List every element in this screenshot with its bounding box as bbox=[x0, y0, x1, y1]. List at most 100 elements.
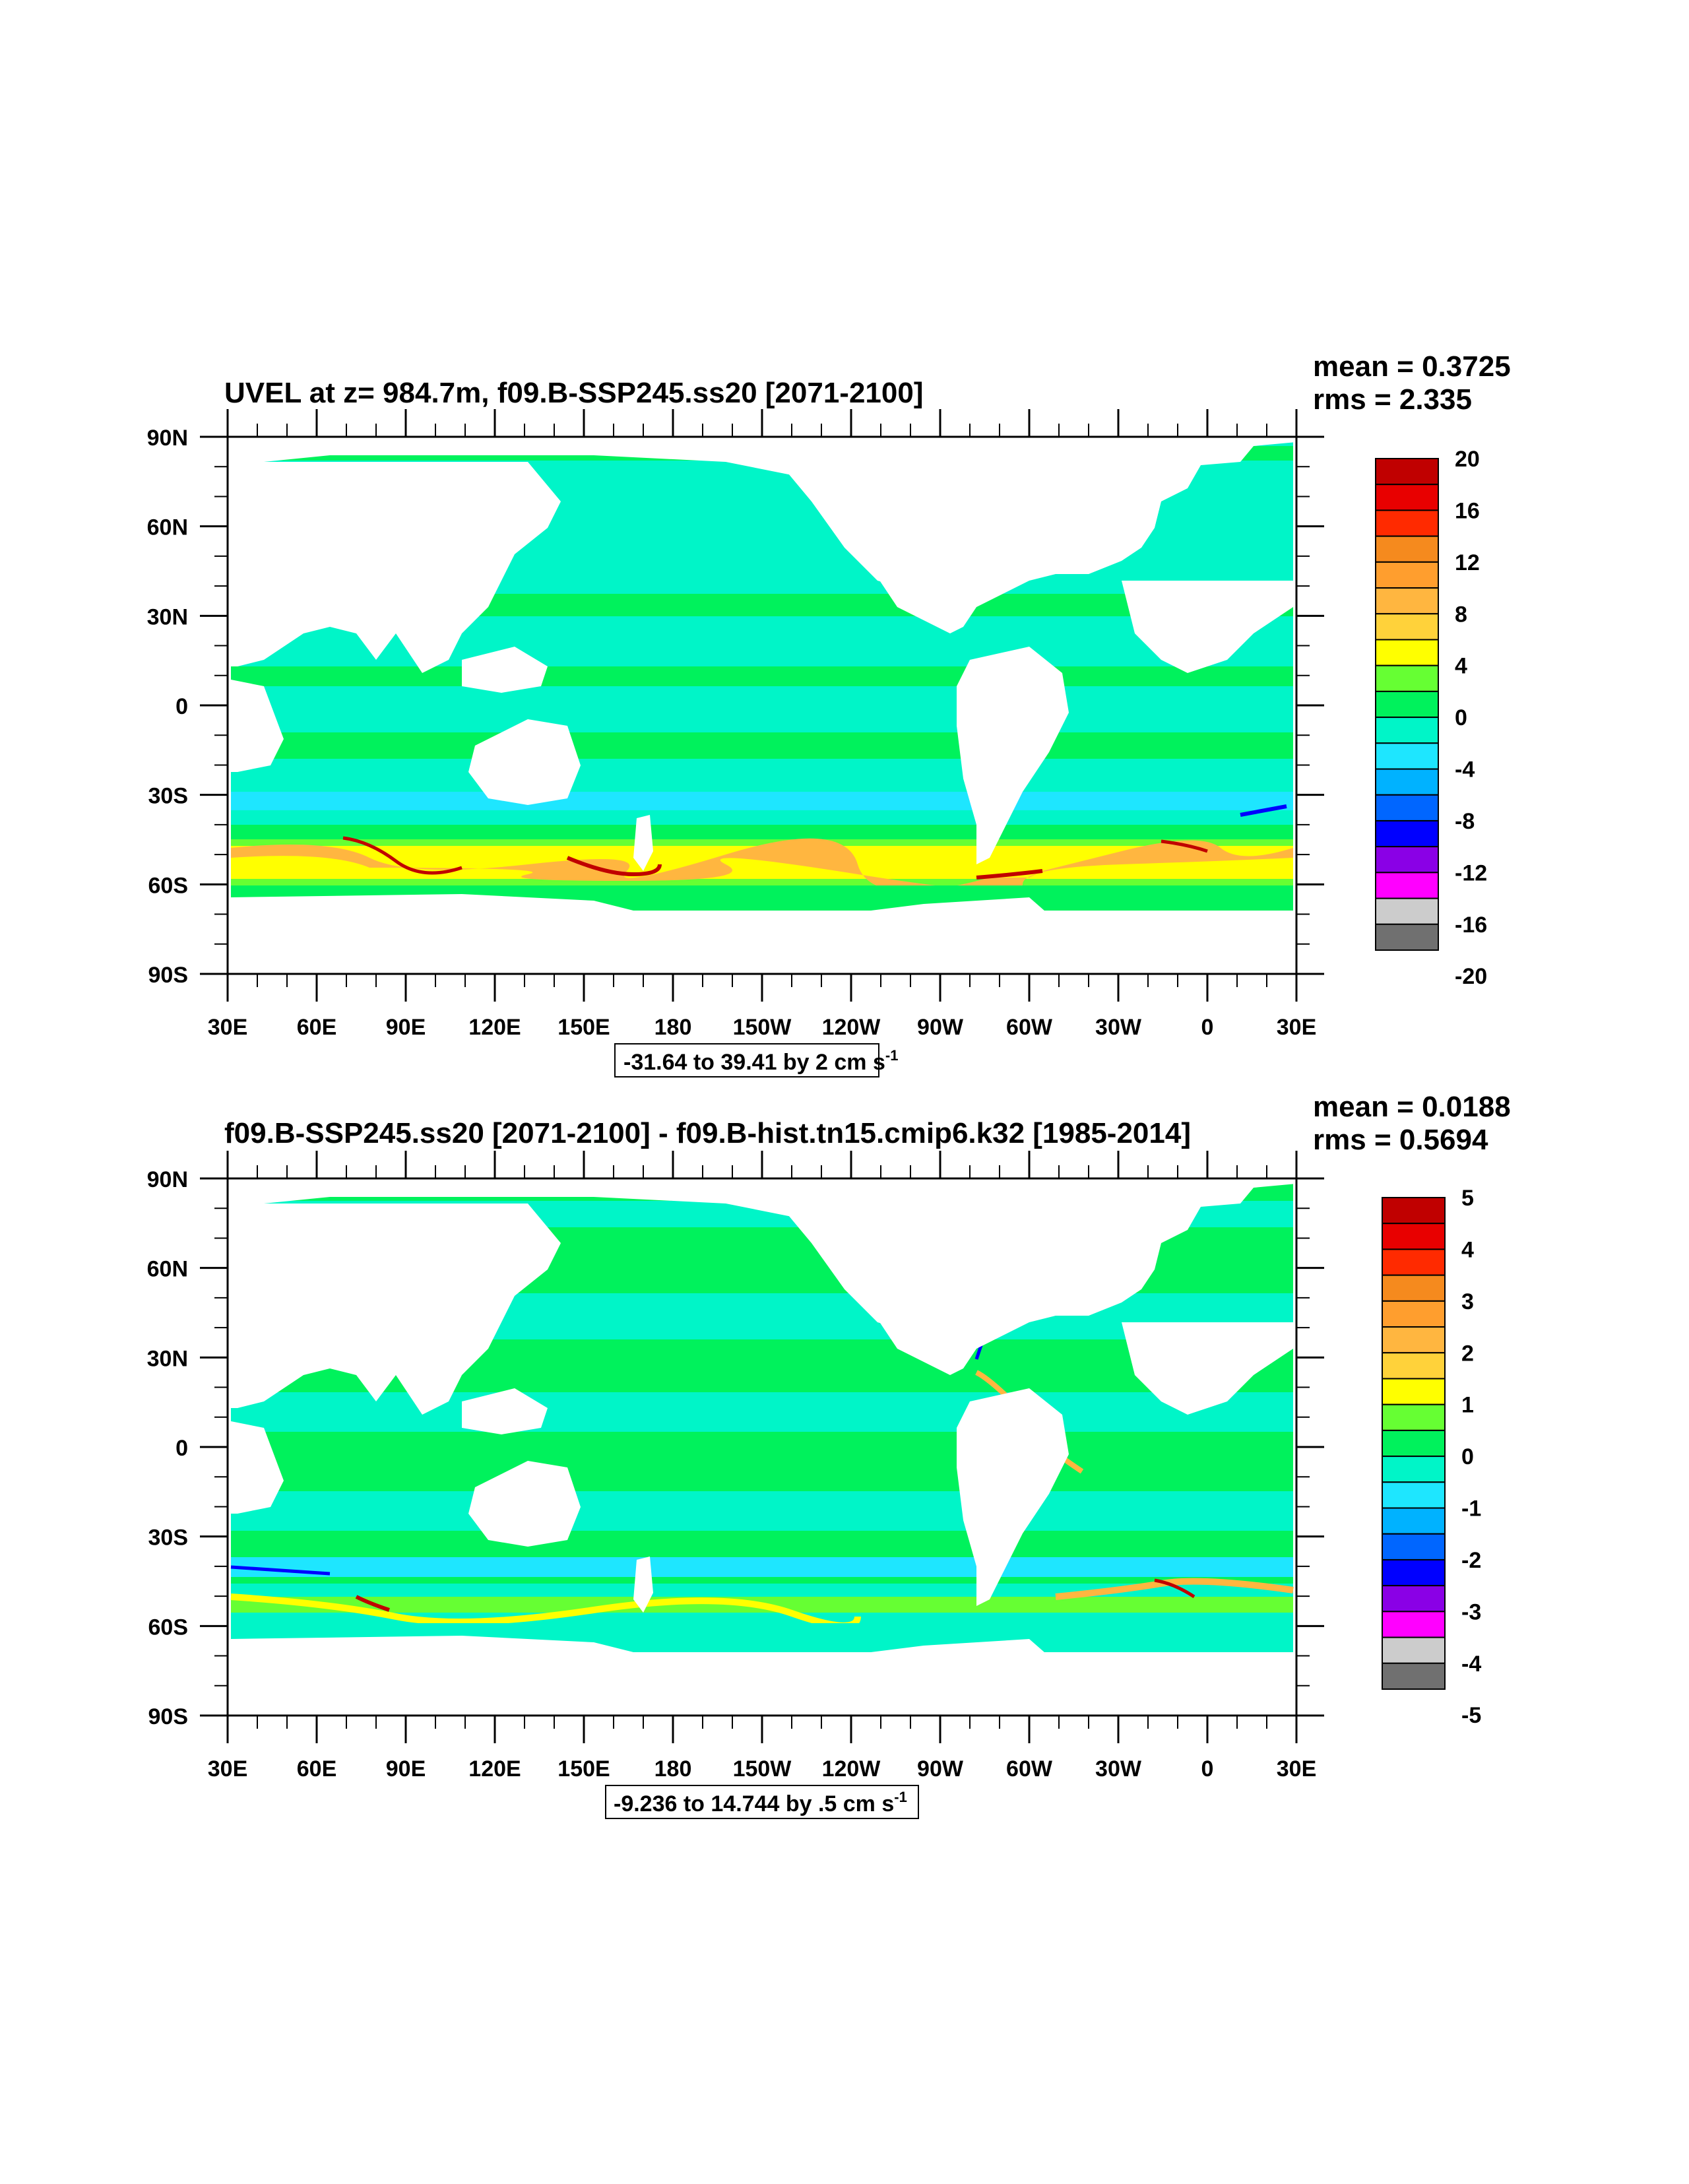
colorbar-swatch bbox=[1382, 1481, 1446, 1509]
lon-label: 60E bbox=[297, 1015, 337, 1040]
lat-label: 90S bbox=[148, 963, 189, 988]
acc-strong bbox=[230, 1593, 861, 1629]
svg-text:-31.64 to 39.41 by 2 cm s-1: -31.64 to 39.41 by 2 cm s-1 bbox=[623, 1047, 898, 1075]
colorbar-swatch bbox=[1375, 639, 1439, 666]
colorbar: 5 4 3 2 1 0 -1 -2 -3 -4 -5 bbox=[1382, 1186, 1481, 1728]
colorbar-label: 2 bbox=[1461, 1341, 1474, 1366]
colorbar-swatch bbox=[1382, 1662, 1446, 1690]
colorbar-swatch bbox=[1382, 1326, 1446, 1354]
lat-axis-labels: 90N 60N 30N 0 30S 60S 90S bbox=[147, 426, 188, 988]
equatorial-band bbox=[231, 1392, 1293, 1432]
mean-label: mean = 0.3725 bbox=[1313, 350, 1511, 383]
mean-label: mean = 0.0188 bbox=[1313, 1091, 1511, 1123]
lon-label: 90W bbox=[917, 1015, 964, 1040]
colorbar-label: 8 bbox=[1455, 602, 1467, 627]
colorbar-label: 0 bbox=[1461, 1444, 1474, 1469]
south-america bbox=[957, 1388, 1069, 1606]
range-superscript: -1 bbox=[894, 1789, 907, 1805]
range-label: -31.64 to 39.41 by 2 cm s bbox=[623, 1050, 885, 1075]
lat-label: 30N bbox=[147, 1346, 188, 1371]
jet-filament bbox=[1154, 1578, 1195, 1599]
jet-filament bbox=[566, 856, 662, 877]
colorbar-label: -5 bbox=[1461, 1703, 1481, 1728]
south-america bbox=[957, 647, 1069, 864]
colorbar-label: 5 bbox=[1461, 1186, 1474, 1211]
jet-filament bbox=[1161, 839, 1208, 853]
colorbar-label: -16 bbox=[1455, 913, 1487, 938]
colorbar-swatch bbox=[1375, 458, 1439, 486]
lat-label: 90N bbox=[147, 1167, 188, 1192]
lat-label: 30N bbox=[147, 604, 188, 629]
range-box: -31.64 to 39.41 by 2 cm s-1 bbox=[614, 1043, 898, 1077]
antarctica bbox=[231, 1636, 1293, 1716]
lat-label: 0 bbox=[175, 1436, 188, 1461]
colorbar-swatch bbox=[1382, 1378, 1446, 1405]
colorbar-label: -8 bbox=[1455, 809, 1475, 834]
europe-africa-north bbox=[1122, 1322, 1293, 1415]
colorbar-swatch bbox=[1375, 897, 1439, 925]
current-filament bbox=[1240, 804, 1287, 817]
colorbar-swatch bbox=[1375, 872, 1439, 899]
lon-label: 150E bbox=[558, 1756, 610, 1782]
colorbar-swatch bbox=[1382, 1274, 1446, 1302]
colorbar-label: -20 bbox=[1455, 964, 1487, 989]
axis-ticks bbox=[200, 1151, 1324, 1743]
colorbar-label: 1 bbox=[1461, 1393, 1474, 1418]
lon-label: 180 bbox=[654, 1015, 692, 1040]
lat-label: 0 bbox=[175, 694, 188, 719]
colorbar-swatch bbox=[1382, 1352, 1446, 1380]
lat-label: 60N bbox=[147, 1257, 188, 1282]
axis-ticks bbox=[200, 409, 1324, 1002]
lon-axis-labels: 30E 60E 90E 120E 150E 180 150W 120W 90W 60W 30W 0 30… bbox=[208, 1015, 1317, 1040]
lat-label: 60S bbox=[148, 1615, 189, 1640]
colorbar-label: 0 bbox=[1455, 705, 1467, 730]
eurasia-north-america-coast bbox=[231, 437, 1296, 633]
westward-band bbox=[231, 792, 1293, 810]
lat-label: 90N bbox=[147, 426, 188, 451]
colorbar-label: 3 bbox=[1461, 1289, 1474, 1314]
colorbar-swatch bbox=[1375, 794, 1439, 821]
colorbar-swatch bbox=[1375, 742, 1439, 770]
lon-label: 150W bbox=[733, 1015, 792, 1040]
lat-label: 60N bbox=[147, 515, 188, 540]
new-zealand bbox=[633, 1557, 653, 1613]
range-superscript: -1 bbox=[885, 1047, 899, 1064]
lon-label: 150E bbox=[558, 1015, 610, 1040]
lat-label: 60S bbox=[148, 873, 189, 898]
panel-difference: f09.B-SSP245.ss20 [2071-2100] - f09.B-hi… bbox=[147, 1091, 1511, 1819]
map-plot: 90N 60N 30N 0 30S 60S 90S 30E 60E 90E 120E 150E 180… bbox=[147, 409, 1324, 1040]
lon-label: 120W bbox=[822, 1015, 881, 1040]
lon-label: 180 bbox=[654, 1756, 692, 1782]
colorbar-label: 16 bbox=[1455, 498, 1480, 523]
map-plot: 90N 60N 30N 0 30S 60S 90S 30E 60E 90E 120E 150E 180… bbox=[147, 1151, 1324, 1782]
colorbar-swatch bbox=[1375, 690, 1439, 719]
lon-label: 90E bbox=[386, 1015, 426, 1040]
colorbar-label: -1 bbox=[1461, 1496, 1481, 1522]
colorbar-swatch bbox=[1382, 1248, 1446, 1276]
lat-label: 90S bbox=[148, 1704, 189, 1729]
lon-axis-labels: 30E 60E 90E 120E 150E 180 150W 120W 90W 60W 30W 0 30… bbox=[208, 1756, 1317, 1782]
colorbar-swatch bbox=[1375, 509, 1439, 537]
range-box: -9.236 to 14.744 by .5 cm s-1 bbox=[605, 1785, 919, 1819]
land-mask bbox=[231, 1178, 1296, 1716]
acc-strong bbox=[231, 838, 1293, 891]
north-america bbox=[779, 1204, 1003, 1368]
equatorial-band bbox=[231, 666, 1293, 686]
subantarctic-band bbox=[231, 825, 1293, 839]
africa-east bbox=[231, 680, 284, 772]
colorbar-swatch bbox=[1382, 1507, 1446, 1535]
range-label: -9.236 to 14.744 by .5 cm s bbox=[614, 1791, 894, 1816]
colorbar-label: -3 bbox=[1461, 1599, 1481, 1624]
lon-label: 30W bbox=[1095, 1756, 1142, 1782]
australia bbox=[468, 1461, 581, 1547]
africa-east bbox=[231, 1421, 284, 1514]
jet-filament bbox=[976, 869, 1043, 880]
colorbar-swatch bbox=[1382, 1403, 1446, 1431]
lat-axis-labels: 90N 60N 30N 0 30S 60S 90S bbox=[147, 1167, 188, 1729]
eurasia-north-america-coast bbox=[231, 1178, 1296, 1375]
rms-label: rms = 2.335 bbox=[1313, 383, 1472, 416]
colorbar-swatch bbox=[1375, 768, 1439, 796]
jet-filament bbox=[355, 1595, 390, 1612]
colorbar-swatch bbox=[1375, 561, 1439, 589]
colorbar-swatch bbox=[1382, 1585, 1446, 1613]
